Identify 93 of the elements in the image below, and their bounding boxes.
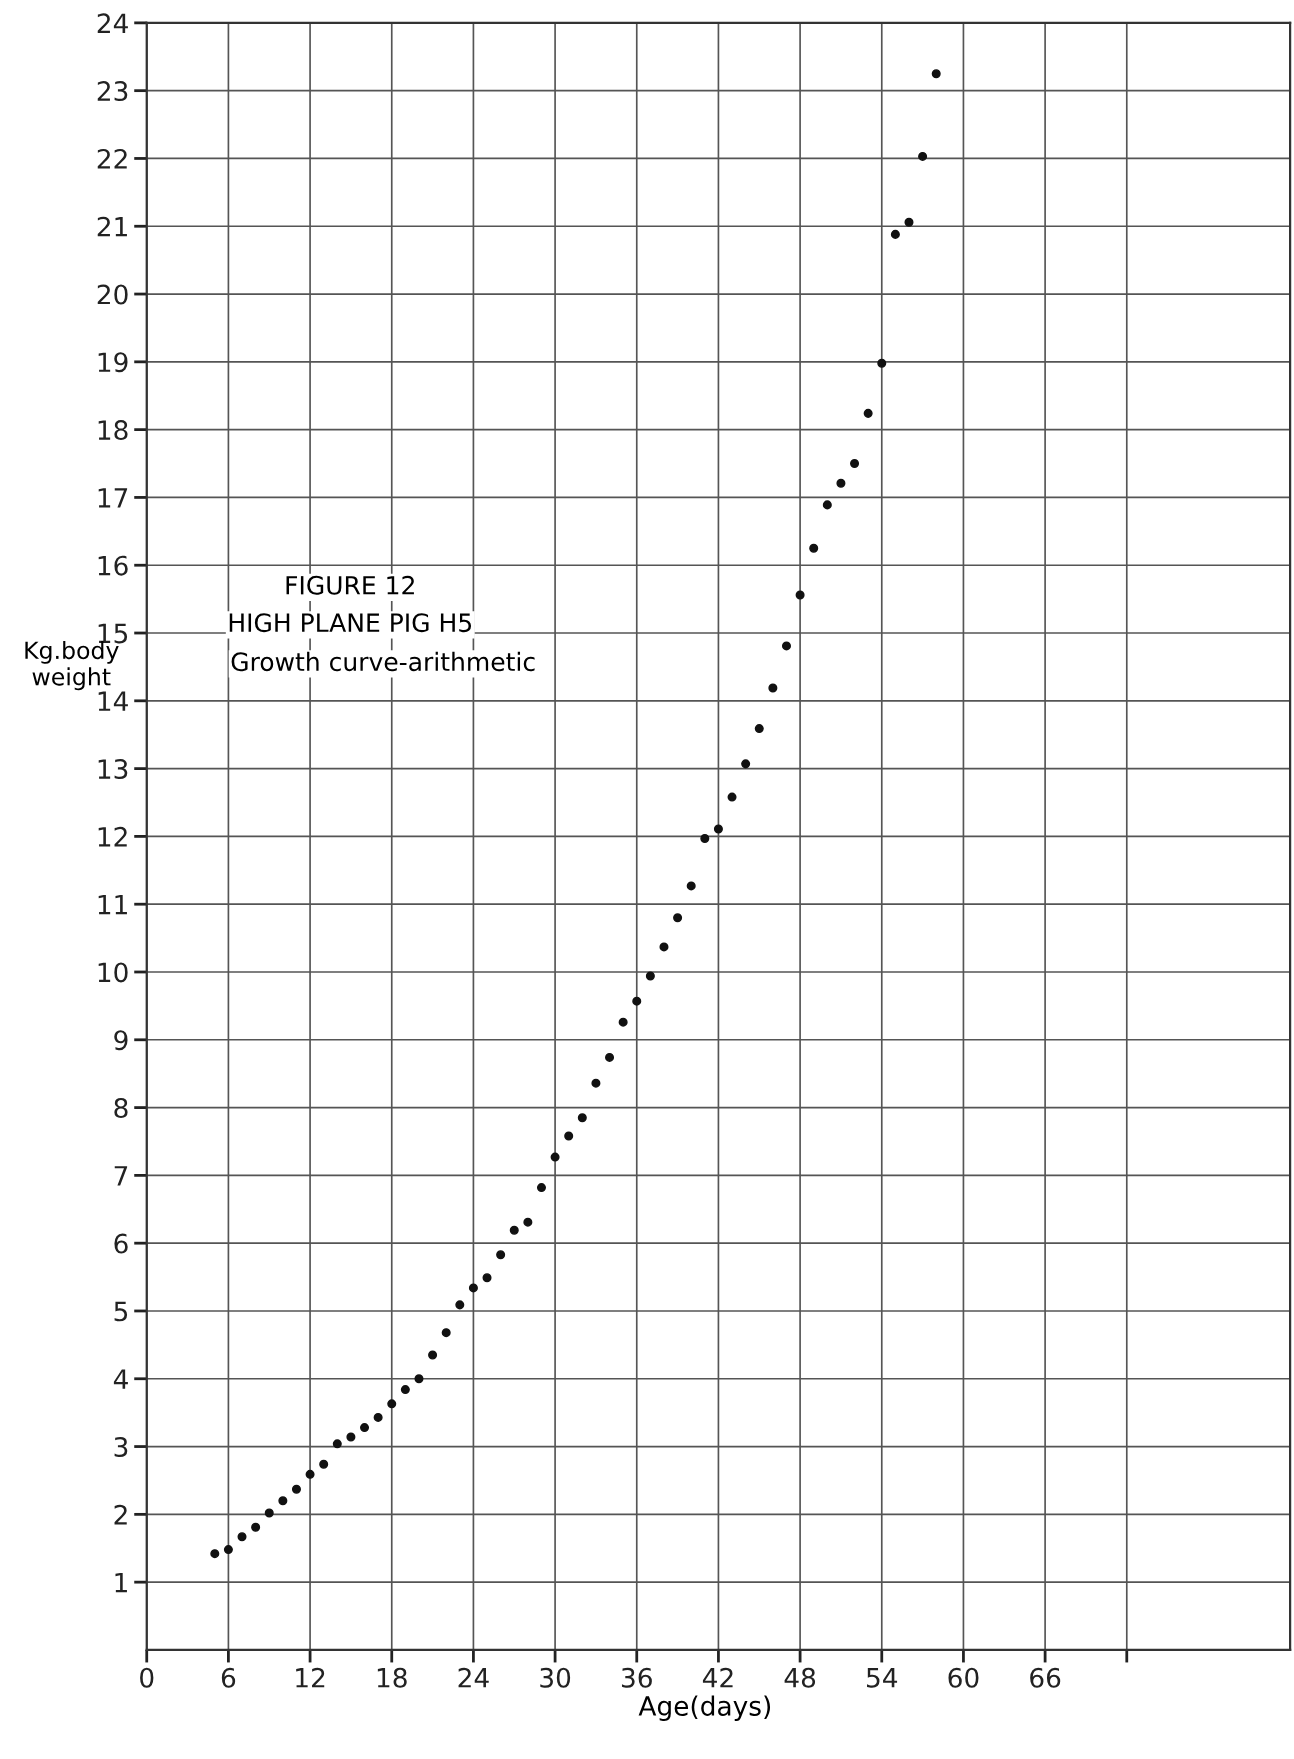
point xyxy=(264,1508,274,1518)
y-tick-label: 19 xyxy=(98,352,128,373)
y-tick-label: 22 xyxy=(97,148,127,169)
point xyxy=(278,1496,288,1506)
point xyxy=(673,913,683,923)
point xyxy=(523,1217,533,1227)
point xyxy=(850,459,860,469)
point xyxy=(768,683,778,693)
point xyxy=(305,1469,315,1479)
y-tick-label: 14 xyxy=(98,691,128,711)
y-tick-label: 11 xyxy=(98,894,127,915)
point xyxy=(686,881,696,891)
point xyxy=(618,1017,628,1027)
point xyxy=(809,543,819,553)
point xyxy=(373,1412,383,1422)
point xyxy=(591,1078,601,1088)
y-tick-label: 24 xyxy=(97,13,128,33)
y-tick-label: 18 xyxy=(98,420,128,441)
y-tick-label: 1 xyxy=(115,1572,127,1593)
point xyxy=(890,229,900,239)
x-tick-label: 42 xyxy=(702,1667,733,1688)
point xyxy=(346,1432,356,1442)
x-tick-label: 0 xyxy=(140,1667,154,1688)
y-tick-label: 8 xyxy=(114,1098,128,1118)
point xyxy=(441,1328,451,1338)
point xyxy=(836,478,846,488)
point xyxy=(918,151,928,161)
x-tick-label: 54 xyxy=(867,1668,898,1688)
x-tick-label: 6 xyxy=(221,1667,236,1688)
point xyxy=(496,1250,506,1260)
y-tick-label: 21 xyxy=(97,216,127,237)
point xyxy=(223,1545,233,1555)
y-tick-label: 4 xyxy=(113,1369,128,1389)
x-tick-label: 60 xyxy=(948,1667,979,1688)
point xyxy=(713,824,723,834)
y-tick-label: 16 xyxy=(98,555,128,576)
y-tick-label: 2 xyxy=(114,1504,127,1525)
y-tick-label: 5 xyxy=(114,1301,128,1322)
point xyxy=(741,759,751,769)
x-tick-label: 24 xyxy=(458,1667,489,1688)
y-tick-label: 12 xyxy=(98,826,127,847)
annotation: Growth curve-arithmetic xyxy=(231,651,535,672)
text: HIGH PLANE PIG H5 xyxy=(229,613,472,633)
y-tick-label: 7 xyxy=(114,1166,128,1186)
y-tick-label: 9 xyxy=(114,1030,128,1051)
x-tick-label: 30 xyxy=(540,1667,571,1688)
point xyxy=(210,1549,220,1559)
point xyxy=(387,1399,397,1409)
point xyxy=(754,724,764,734)
y-tick-label: 6 xyxy=(114,1233,128,1254)
y-tick-label: 10 xyxy=(98,962,128,983)
point xyxy=(904,217,914,227)
point xyxy=(877,358,887,368)
x-tick-label: 66 xyxy=(1030,1667,1061,1688)
point xyxy=(536,1183,546,1193)
x-axis-title: Age(days) xyxy=(638,1695,771,1722)
x-tick-label: 48 xyxy=(784,1667,816,1688)
point xyxy=(781,641,792,651)
point xyxy=(700,833,710,843)
point xyxy=(319,1459,329,1469)
x-tick-label: 36 xyxy=(621,1667,652,1688)
point xyxy=(645,971,655,981)
point xyxy=(360,1423,370,1433)
point xyxy=(863,408,873,418)
point xyxy=(605,1052,615,1062)
text: FIGURE 12 xyxy=(286,575,414,595)
point xyxy=(468,1283,478,1293)
point xyxy=(564,1131,574,1141)
point xyxy=(822,500,832,510)
y-tick-label: 3 xyxy=(114,1437,128,1457)
x-tick-label: 12 xyxy=(296,1667,325,1688)
y-tick-label: 20 xyxy=(97,284,128,305)
point xyxy=(550,1152,560,1162)
point xyxy=(251,1522,261,1532)
point xyxy=(727,792,737,802)
point xyxy=(291,1484,301,1494)
point xyxy=(482,1273,492,1283)
y-tick-label: 13 xyxy=(98,759,128,780)
point xyxy=(632,996,642,1006)
point xyxy=(795,590,805,600)
point xyxy=(237,1532,247,1542)
point xyxy=(332,1439,342,1449)
point xyxy=(509,1225,519,1235)
point xyxy=(428,1350,438,1360)
point xyxy=(659,942,669,952)
point xyxy=(414,1374,424,1384)
point xyxy=(931,69,941,79)
y-tick-label: 23 xyxy=(97,81,128,102)
x-tick-label: 18 xyxy=(377,1667,407,1688)
y-tick-label: 17 xyxy=(98,488,128,508)
point xyxy=(455,1300,465,1310)
point xyxy=(400,1385,410,1395)
point xyxy=(577,1113,587,1123)
